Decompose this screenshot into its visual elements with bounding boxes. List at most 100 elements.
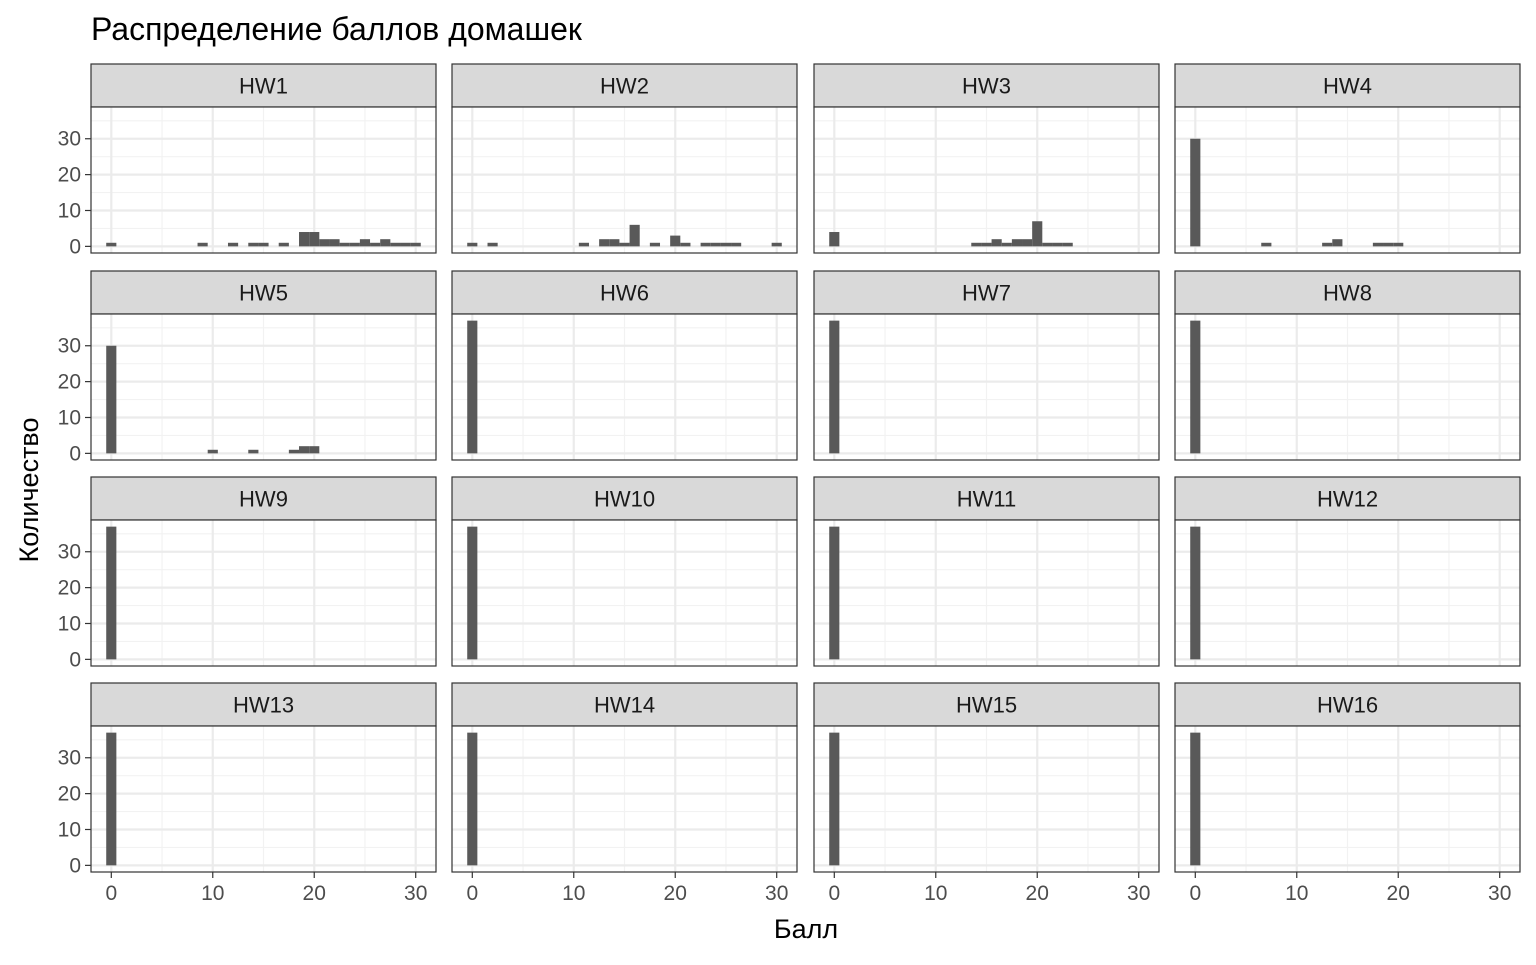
facet-panel-hw13: HW13 0 10 20 30 0 10 20 30 [58,682,437,905]
histogram-bar [1261,242,1272,247]
histogram-bar [106,732,117,866]
facet-strip [451,682,798,727]
histogram-bar [339,242,350,247]
histogram-bar [359,239,371,247]
y-tick-label: 10 [58,612,81,635]
x-tick-label: 10 [201,882,224,905]
histogram-bar [106,242,117,247]
histogram-bar [278,242,289,247]
facet-strip [1174,476,1521,521]
y-tick-label: 30 [58,747,81,770]
facet-panel-hw8: HW8 [1174,270,1521,461]
histogram-bar [1393,242,1404,247]
histogram-bar [971,242,982,247]
histogram-bar [410,242,421,247]
facet-strip [90,476,437,521]
histogram-bar [649,242,661,247]
histogram-bar [1042,242,1053,247]
facet-panel-hw4: HW4 [1174,63,1521,254]
panel-border [451,519,798,667]
facet-panel-hw16: HW16 0 10 20 30 [1174,682,1521,905]
histogram-bar [370,242,381,247]
facet-panel-hw10: HW10 [451,476,798,667]
histogram-bar [1062,242,1073,247]
facet-strip-label: HW4 [1323,74,1372,99]
x-tick-label: 30 [765,882,788,905]
histogram-bar [771,242,782,247]
facet-strip-label: HW13 [233,693,294,718]
facet-strip [813,270,1160,315]
facet-strip [1174,682,1521,727]
histogram-bar [227,242,239,247]
x-axis-title: Балл [774,914,838,944]
facet-strip-label: HW7 [962,281,1011,306]
chart-title: Распределение баллов домашек [91,11,583,47]
x-tick-label: 30 [1127,882,1150,905]
facet-strip [813,682,1160,727]
histogram-bar [400,242,411,247]
facet-strip-label: HW12 [1317,487,1378,512]
facet-panel-hw7: HW7 [813,270,1160,461]
facet-strip [813,476,1160,521]
facet-strip-label: HW2 [600,74,649,99]
y-tick-label: 20 [58,371,81,394]
x-tick-label: 20 [303,882,326,905]
x-tick-label: 0 [1189,882,1201,905]
histogram-bar [1052,242,1063,247]
facet-strip [90,682,437,727]
histogram-bar [731,242,742,247]
facet-strip-label: HW5 [239,281,288,306]
histogram-bar [1383,242,1394,247]
facet-strip-label: HW14 [594,693,655,718]
y-tick-label: 30 [58,541,81,564]
x-tick-label: 20 [1026,882,1049,905]
histogram-bar [288,449,300,454]
panel-border [813,313,1160,461]
histogram-bar [829,320,840,454]
histogram-bar [1332,239,1343,247]
histogram-bar [319,239,330,247]
y-tick-label: 10 [58,199,81,222]
facet-strip [90,63,437,108]
histogram-bar [1372,242,1384,247]
y-tick-label: 10 [58,818,81,841]
y-tick-label: 30 [58,128,81,151]
facet-panel-hw11: HW11 [813,476,1160,667]
histogram-bar [349,242,360,247]
y-tick-label: 0 [69,648,81,671]
facet-strip [1174,63,1521,108]
histogram-bar [467,526,478,660]
x-tick-label: 0 [466,882,478,905]
histogram-bar [467,242,478,247]
panel-border [451,725,798,873]
facet-strip-label: HW6 [600,281,649,306]
y-tick-label: 30 [58,335,81,358]
x-tick-label: 10 [1285,882,1308,905]
y-axis-title: Количество [14,418,44,563]
panel-border [1174,519,1521,667]
histogram-bar [487,242,498,247]
facet-panel-hw14: HW14 0 10 20 30 [451,682,798,905]
histogram-bar [829,232,840,247]
panel-border [90,106,437,254]
panel-border [1174,106,1521,254]
facet-strip-label: HW15 [956,693,1017,718]
x-tick-label: 30 [404,882,427,905]
x-tick-label: 10 [924,882,947,905]
panel-border [451,106,798,254]
histogram-bar [106,345,117,454]
histogram-bar [258,242,269,247]
histogram-bar [710,242,721,247]
histogram-bar [106,526,117,660]
panel-border [813,725,1160,873]
panel-border [813,106,1160,254]
histogram-bar [1032,221,1043,247]
histogram-bar [619,242,630,247]
histogram-bar [380,239,391,247]
histogram-bar [1190,526,1201,660]
facet-panel-hw3: HW3 [813,63,1160,254]
histogram-bar [599,239,610,247]
